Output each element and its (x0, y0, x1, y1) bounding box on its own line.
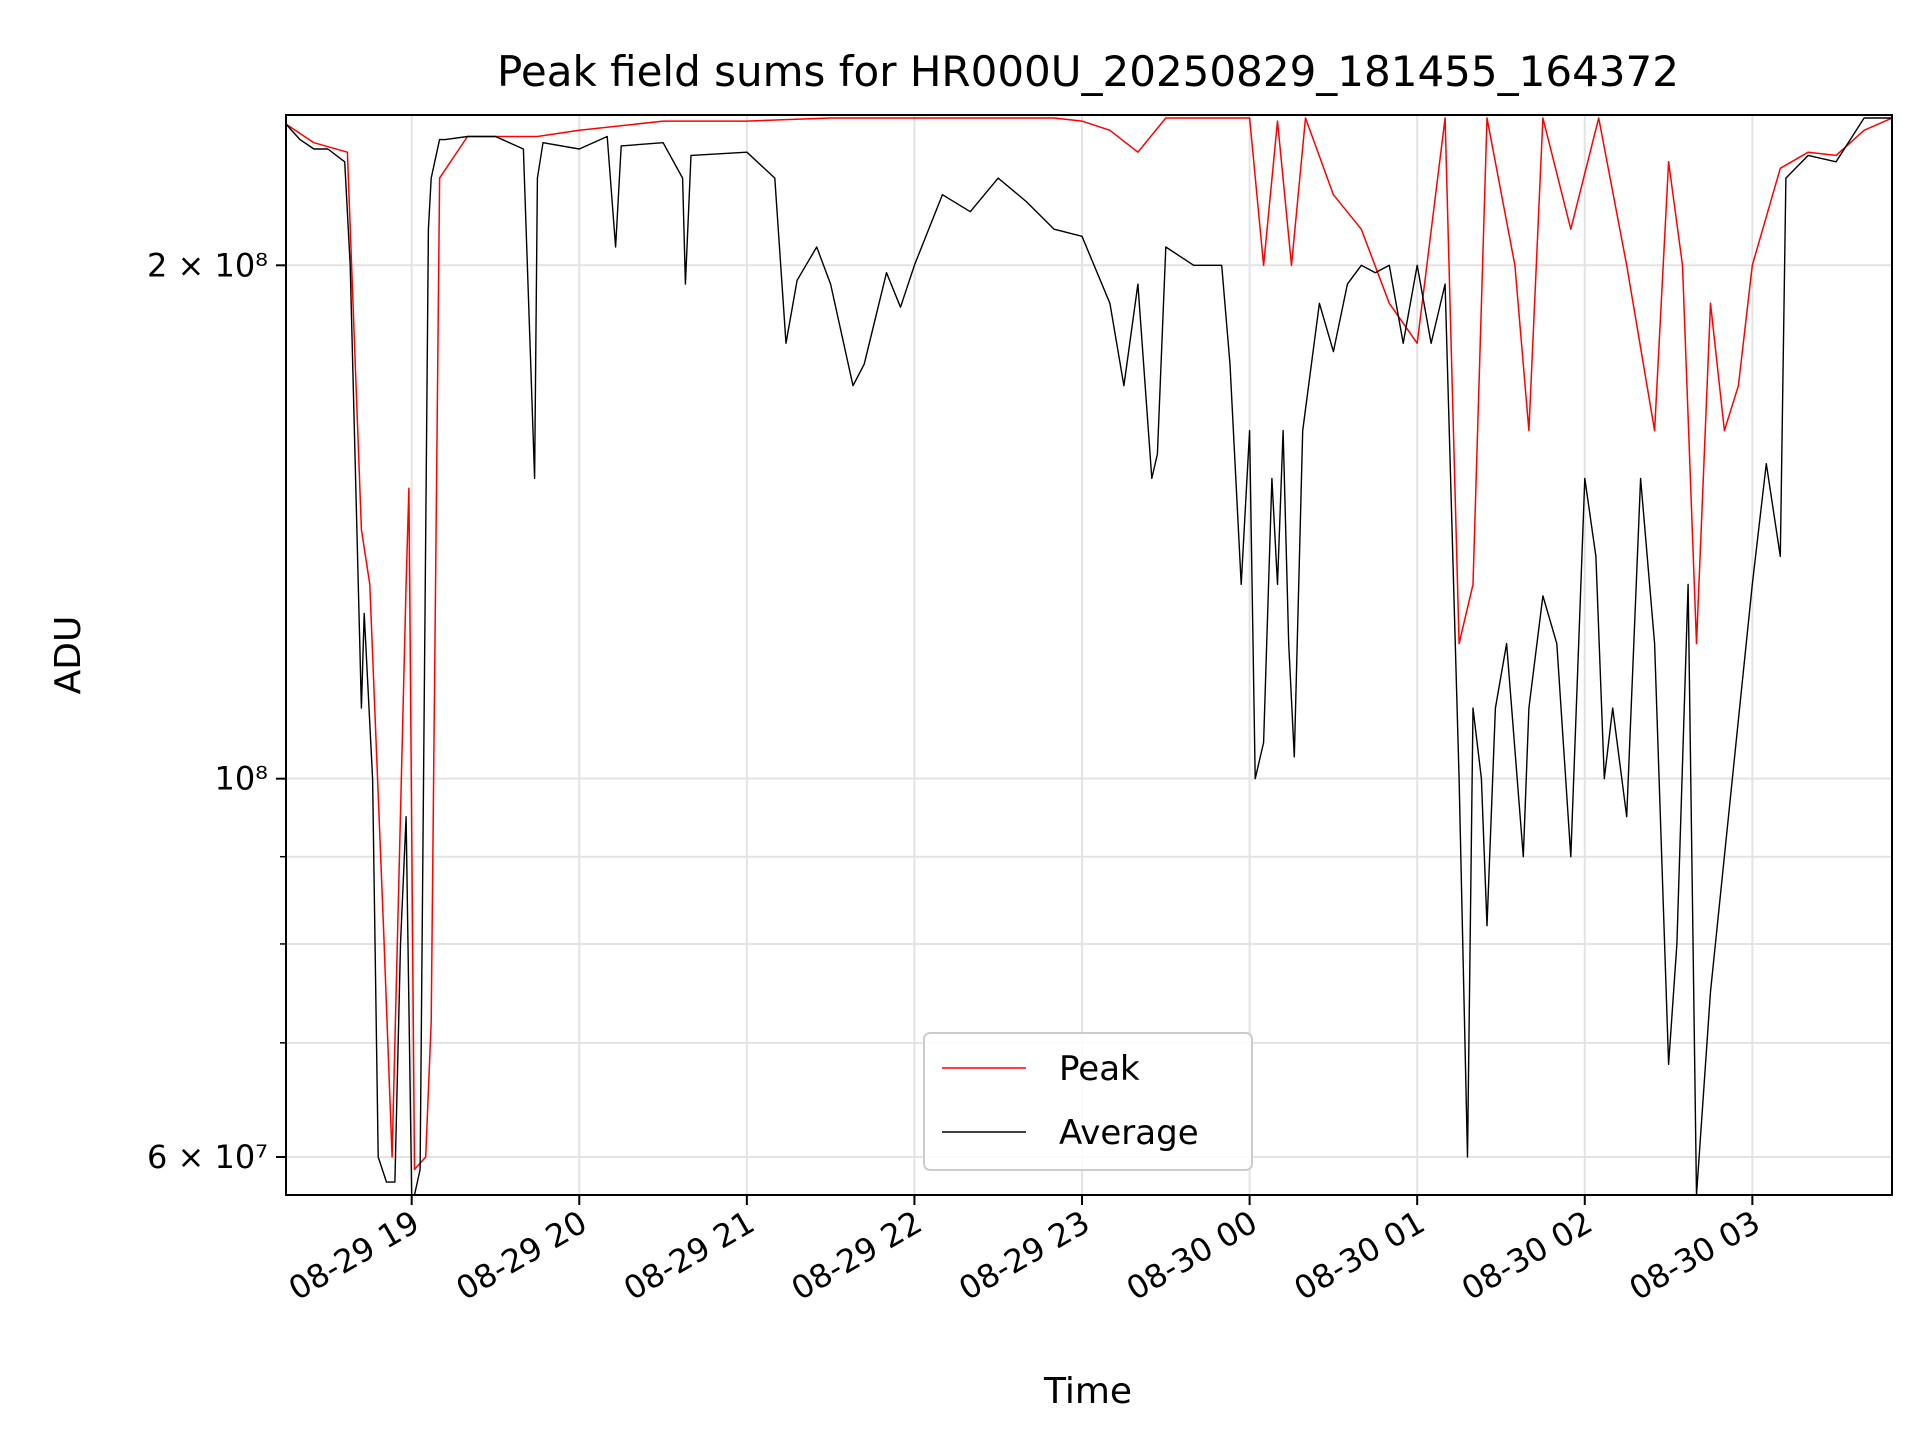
x-axis-label: Time (1043, 1371, 1132, 1412)
series-group (286, 117, 1892, 1195)
y-tick-label: 2 × 10⁸ (147, 246, 268, 284)
series-line-average (286, 117, 1892, 1195)
y-axis-label: ADU (48, 616, 89, 695)
chart-title: Peak field sums for HR000U_20250829_1814… (497, 47, 1679, 96)
legend-label-peak: Peak (1059, 1049, 1140, 1089)
plot-frame (285, 114, 1893, 1196)
legend: Peak Average (923, 1032, 1253, 1171)
y-tick-label: 10⁸ (214, 760, 268, 798)
series-line-peak (286, 117, 1892, 1171)
y-tick-label: 6 × 10⁷ (147, 1138, 268, 1176)
legend-label-average: Average (1059, 1113, 1199, 1153)
